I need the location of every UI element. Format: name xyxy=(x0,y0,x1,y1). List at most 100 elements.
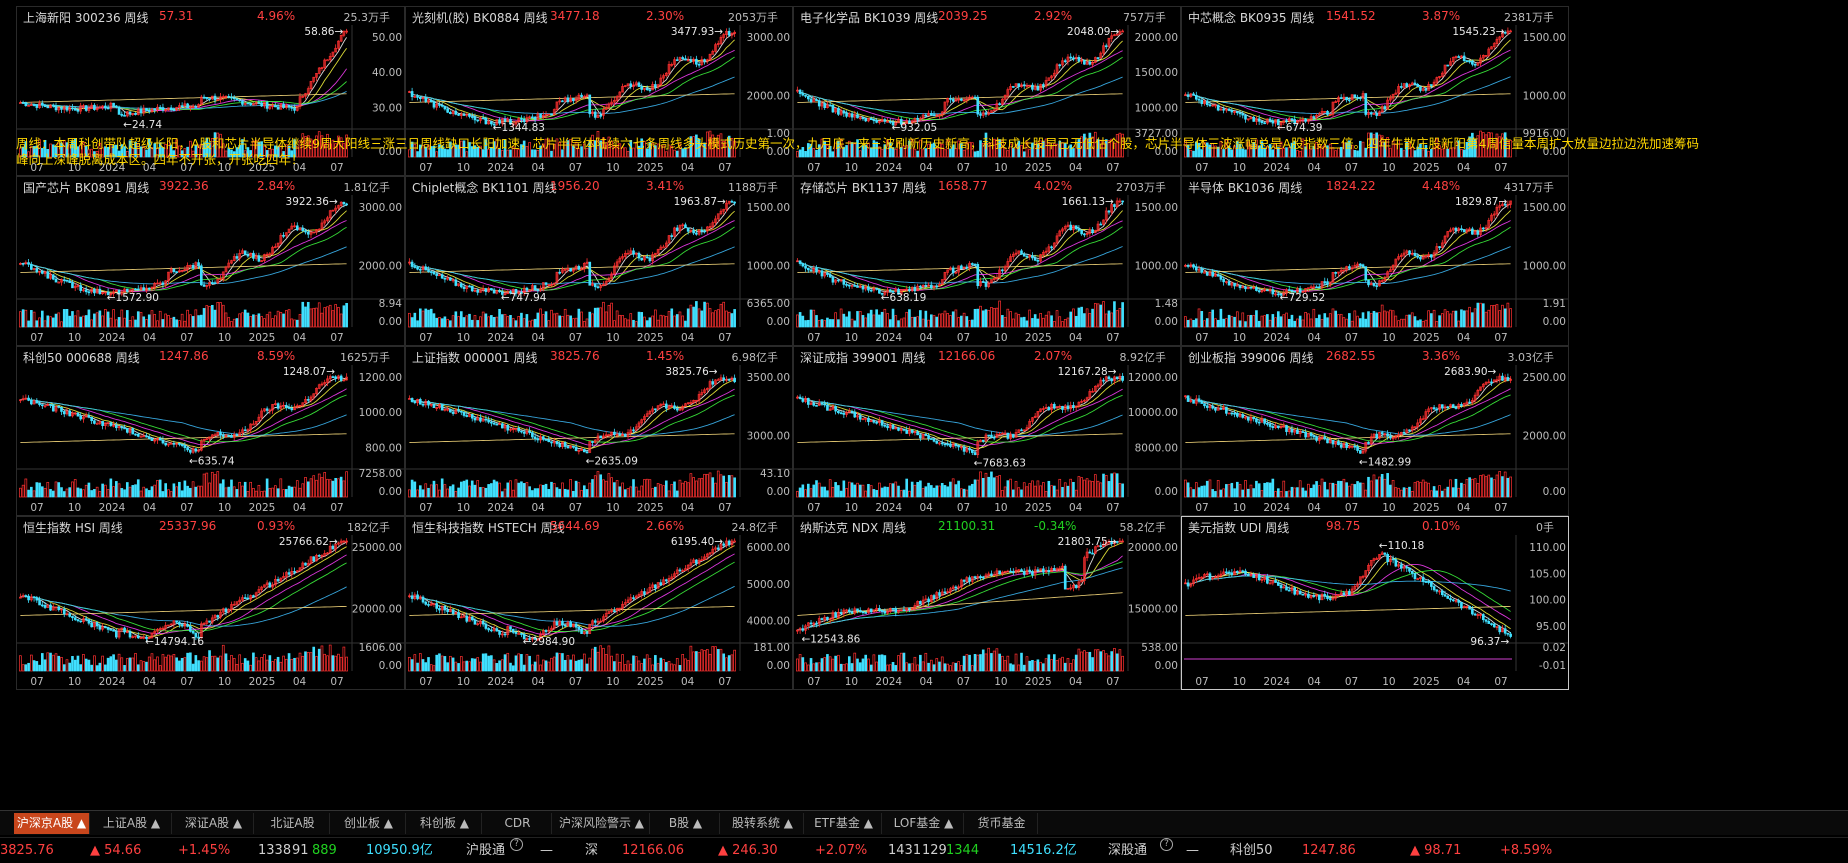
chart-panel[interactable]: 12000.00 10000.00 8000.00 0.00 07 10 2024 04 07 1… xyxy=(793,346,1181,516)
volume-bar xyxy=(623,318,627,328)
candle-body xyxy=(454,110,458,115)
chart-panel[interactable]: 1500.00 1000.00 1.91 0.00 07 10 2024 04 07 10 2025… xyxy=(1181,176,1569,346)
volume-bar xyxy=(117,483,121,498)
volume-bar xyxy=(1085,138,1089,158)
candle-body xyxy=(1413,426,1417,428)
candle-body xyxy=(552,109,556,115)
chart-panel[interactable]: 2000.00 1500.00 1000.00 3727.00 0.00 07 10 2024… xyxy=(793,6,1181,176)
volume-bar xyxy=(252,487,255,498)
last-price: 1247.86 xyxy=(159,349,209,363)
volume-bar xyxy=(733,477,736,498)
candle-body xyxy=(150,108,154,112)
chart-panel[interactable]: 1500.00 1000.00 1.48 0.00 07 10 2024 04 07 10 2025… xyxy=(793,176,1181,346)
volume-bar xyxy=(1402,318,1406,328)
candle-body xyxy=(1345,96,1348,101)
volume-bar xyxy=(298,314,302,328)
candle-body xyxy=(147,110,151,112)
candle-body xyxy=(654,84,657,88)
volume-bar xyxy=(1255,139,1258,158)
change-pct: 1.45% xyxy=(646,349,685,363)
candle-body xyxy=(962,446,966,452)
volume-bar xyxy=(1184,316,1187,328)
candle-body xyxy=(651,84,654,91)
volume-bar xyxy=(1424,319,1428,328)
moving-average-line xyxy=(797,202,1123,293)
candle-body xyxy=(238,599,242,603)
candle-body xyxy=(921,284,925,288)
candle-body xyxy=(1189,399,1193,402)
chart-panel[interactable]: 3500.00 3000.00 43.10 0.00 07 10 2024 04 07 10 202… xyxy=(405,346,793,516)
volume-bar xyxy=(484,313,488,328)
candle-body xyxy=(443,277,447,280)
candle-body xyxy=(167,624,170,627)
volume-bar xyxy=(582,321,586,328)
volume-bar xyxy=(454,491,458,498)
volume-bar xyxy=(695,301,698,328)
volume-bar xyxy=(284,310,288,328)
volume-bar xyxy=(230,149,233,158)
chart-panel[interactable]: 2500.00 2000.00 0.00 07 10 2024 04 07 10 2025 04 07… xyxy=(1181,346,1569,516)
volume-bar xyxy=(287,309,291,328)
chart-panel[interactable]: 3000.00 2000.00 8.94 0.00 07 10 2024 04 07 10 2025… xyxy=(16,176,405,346)
volume-bar xyxy=(847,311,851,328)
chart-panel[interactable]: 3000.00 2000.00 1.00 0.00 07 10 2024 04 07 10 2025… xyxy=(405,6,793,176)
volume-bar xyxy=(938,485,941,498)
candle-body xyxy=(131,288,135,291)
candle-body xyxy=(1389,435,1392,439)
chart-panel[interactable]: 50.00 40.00 30.00 0.00 07 10 2024 04 07 10 2025 04 0… xyxy=(16,6,405,176)
chart-panel[interactable]: 25000.00 20000.00 1606.00 0.00 07 10 2024 04 07 1… xyxy=(16,516,405,690)
candle-body xyxy=(856,286,859,288)
volume-bar xyxy=(1061,142,1064,158)
volume-bar xyxy=(1375,312,1379,328)
volume-bar xyxy=(648,142,652,158)
candle-body xyxy=(1440,242,1444,249)
candle-body xyxy=(880,292,884,295)
candle-body xyxy=(1430,84,1433,86)
candle-body xyxy=(1334,441,1338,445)
candle-body xyxy=(1350,445,1354,448)
candle-body xyxy=(632,429,635,432)
chart-panel[interactable]: 1500.00 1000.00 6365.00 0.00 07 10 2024 04 07 10 2… xyxy=(405,176,793,346)
x-tick-label: 07 xyxy=(1106,332,1119,344)
volume-bar xyxy=(93,489,96,498)
volume-bar xyxy=(700,477,704,498)
candle-body xyxy=(1227,108,1231,111)
volume-bar xyxy=(101,483,104,498)
candle-body xyxy=(1397,434,1400,437)
chart-panel[interactable]: 1500.00 1000.00 9916.00 0.00 07 10 2024 04 07 10 2… xyxy=(1181,6,1569,176)
candle-body xyxy=(1410,82,1414,85)
candle-body xyxy=(492,422,496,425)
candle-body xyxy=(1356,446,1359,451)
chart-panel[interactable]: 1200.00 1000.00 800.00 7258.00 0.00 07 10 2024 0… xyxy=(16,346,405,516)
candle-body xyxy=(106,627,110,630)
volume-bar xyxy=(667,311,671,328)
candle-body xyxy=(38,102,41,108)
candle-body xyxy=(304,399,307,404)
candle-body xyxy=(98,421,102,424)
candle-body xyxy=(905,429,909,434)
candle-body xyxy=(845,112,848,117)
volume-bar xyxy=(681,315,685,328)
candle-body xyxy=(1383,433,1387,436)
candle-body xyxy=(257,589,261,594)
volume-bar xyxy=(1257,483,1261,498)
volume-bar xyxy=(919,310,922,328)
volume-bar xyxy=(1471,132,1474,158)
candle-body xyxy=(656,84,660,88)
volume-bar xyxy=(1367,476,1370,498)
candle-body xyxy=(1405,83,1409,87)
candle-body xyxy=(908,429,911,434)
